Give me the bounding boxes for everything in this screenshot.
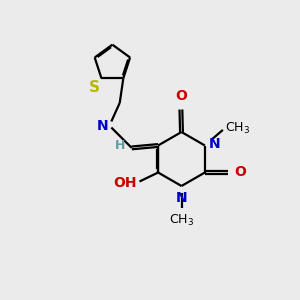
- Text: OH: OH: [113, 176, 136, 190]
- Text: S: S: [89, 80, 100, 95]
- Text: N: N: [176, 190, 187, 205]
- Text: N: N: [97, 119, 108, 133]
- Text: CH$_3$: CH$_3$: [225, 121, 250, 136]
- Text: H: H: [115, 139, 126, 152]
- Text: O: O: [234, 166, 246, 179]
- Text: O: O: [175, 89, 187, 103]
- Text: N: N: [209, 137, 220, 151]
- Text: CH$_3$: CH$_3$: [169, 213, 194, 228]
